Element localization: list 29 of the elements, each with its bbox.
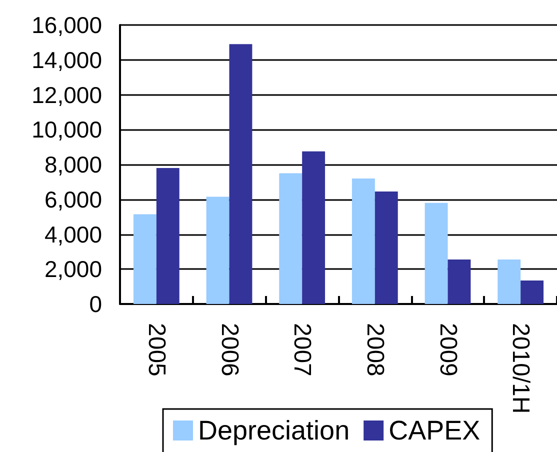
bar (520, 280, 544, 304)
legend-label: CAPEX (388, 416, 480, 446)
x-tick-label: 2006 (216, 323, 243, 376)
x-tick-label: 2007 (288, 323, 316, 376)
bar (229, 44, 252, 304)
bar (156, 168, 180, 304)
bar (374, 192, 398, 304)
bar (279, 173, 302, 304)
bar (352, 178, 375, 304)
legend-label: Depreciation (198, 416, 350, 446)
y-tick-label: 14,000 (32, 46, 102, 73)
bar (448, 260, 471, 304)
bar (424, 202, 448, 304)
x-tick-label: 2008 (361, 323, 388, 376)
y-tick-label: 2,000 (44, 256, 102, 282)
y-tick-label: 4,000 (44, 221, 102, 248)
y-tick-label: 16,000 (32, 12, 102, 38)
bar (498, 260, 521, 304)
bar (133, 214, 156, 304)
x-tick-label: 2009 (434, 323, 462, 376)
bar (206, 196, 230, 304)
y-tick-label: 8,000 (44, 152, 102, 178)
x-tick-label: 2010/1H (507, 323, 534, 414)
y-tick-label: 0 (89, 291, 102, 317)
bar (302, 151, 326, 304)
y-tick-label: 6,000 (44, 186, 102, 212)
y-tick-label: 12,000 (32, 82, 102, 108)
x-tick-label: 2005 (142, 323, 170, 376)
y-tick-label: 10,000 (32, 116, 102, 143)
